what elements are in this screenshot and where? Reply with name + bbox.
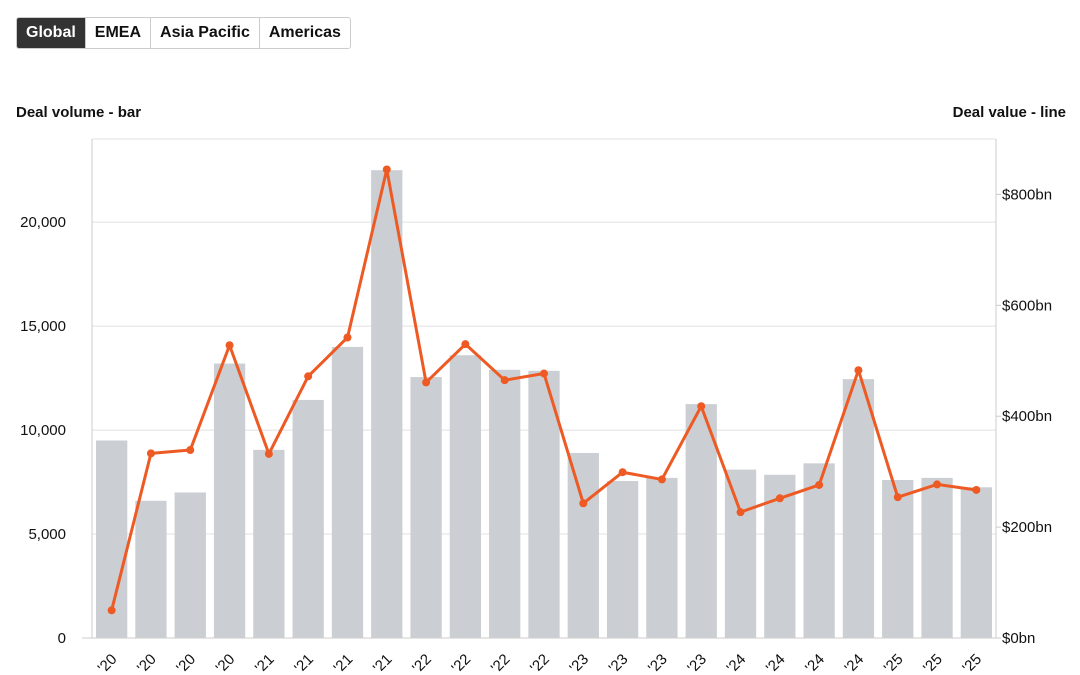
x-tick-label: '24: [802, 651, 828, 675]
x-tick-label: '21: [252, 651, 278, 675]
line-point: [264, 449, 273, 458]
bar: [960, 487, 992, 638]
line-point: [146, 449, 155, 458]
bar: [449, 355, 482, 638]
bar: [724, 469, 757, 638]
line-point: [540, 369, 548, 378]
line-point: [697, 402, 706, 411]
line-point: [815, 480, 824, 489]
bar: [882, 479, 914, 638]
bar: [528, 370, 560, 638]
bar: [921, 477, 953, 638]
bar: [213, 363, 246, 638]
bar: [606, 481, 639, 638]
x-tick-label: '23: [566, 651, 592, 675]
x-tick-label: '24: [763, 651, 789, 675]
x-tick-label: '25: [881, 651, 907, 675]
x-tick-label: '20: [95, 651, 121, 675]
x-tick-label: '20: [213, 651, 239, 675]
line-point: [382, 165, 391, 174]
line-point: [775, 494, 784, 503]
right-tick-label: $600bn: [1002, 297, 1052, 314]
left-tick-label: 0: [58, 630, 66, 647]
x-tick-label: '23: [684, 651, 710, 675]
x-tick-label: '21: [291, 651, 317, 675]
x-tick-label: '20: [173, 651, 199, 675]
line-point: [893, 493, 902, 502]
bar: [371, 170, 403, 638]
line-point: [461, 340, 470, 349]
bar: [331, 346, 364, 638]
line-point: [304, 372, 313, 381]
line-point: [972, 485, 981, 494]
right-tick-label: $200bn: [1002, 519, 1052, 536]
x-tick-label: '23: [645, 651, 671, 675]
bar: [646, 477, 678, 638]
x-tick-label: '24: [723, 651, 749, 675]
tab-asia-pacific[interactable]: Asia Pacific: [151, 18, 260, 48]
tab-global[interactable]: Global: [17, 18, 86, 48]
line-point: [422, 378, 431, 387]
bar: [489, 369, 521, 638]
left-tick-label: 5,000: [28, 526, 66, 543]
bar: [135, 500, 167, 638]
region-tabs: Global EMEA Asia Pacific Americas: [16, 17, 351, 49]
tab-emea[interactable]: EMEA: [85, 18, 152, 48]
x-tick-label: '25: [959, 651, 985, 675]
bar: [685, 404, 717, 638]
x-tick-label: '22: [488, 651, 514, 675]
x-tick-label: '20: [134, 651, 160, 675]
x-tick-label: '22: [527, 651, 553, 675]
bar: [174, 492, 206, 638]
right-tick-label: $0bn: [1002, 630, 1035, 647]
line-point: [736, 508, 745, 517]
left-tick-label: 10,000: [20, 422, 66, 439]
bar: [803, 463, 835, 638]
tab-americas[interactable]: Americas: [259, 18, 350, 48]
x-tick-label: '24: [841, 651, 867, 675]
x-tick-label: '23: [606, 651, 632, 675]
x-tick-label: '21: [330, 651, 356, 675]
line-point: [618, 468, 627, 477]
line-point: [186, 446, 195, 455]
bar: [842, 379, 875, 638]
line-point: [225, 341, 234, 350]
line-point: [854, 366, 863, 375]
line-point: [107, 606, 116, 615]
right-axis-title: Deal value - line: [952, 104, 1066, 121]
x-tick-label: '25: [920, 651, 946, 675]
bar: [292, 399, 324, 638]
bar: [253, 449, 285, 638]
bar: [410, 377, 442, 638]
left-tick-label: 15,000: [20, 318, 66, 335]
left-axis-title: Deal volume - bar: [16, 104, 142, 121]
left-tick-label: 20,000: [20, 214, 66, 231]
x-tick-label: '22: [448, 651, 474, 675]
x-tick-label: '22: [409, 651, 435, 675]
bar: [567, 452, 599, 638]
line-point: [579, 499, 588, 508]
x-tick-label: '21: [370, 651, 396, 675]
right-tick-label: $400bn: [1002, 408, 1052, 425]
line-point: [933, 480, 942, 489]
right-tick-label: $800bn: [1002, 186, 1052, 203]
line-point: [500, 376, 509, 385]
line-point: [657, 475, 666, 484]
line-point: [343, 333, 352, 342]
